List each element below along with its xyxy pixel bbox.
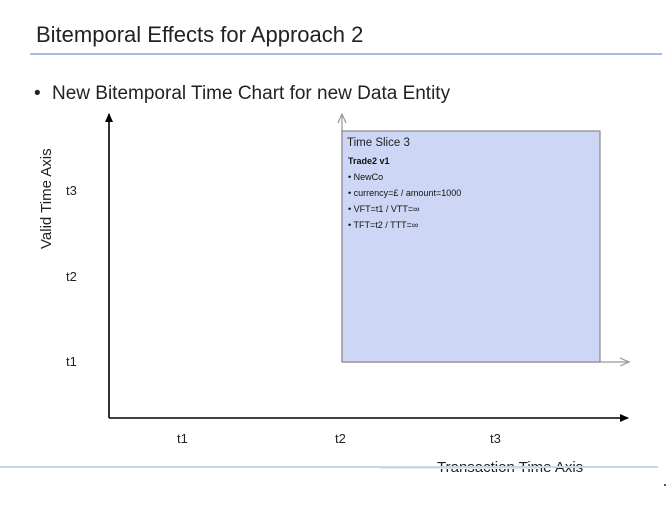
bottom-divider-accent	[380, 468, 540, 469]
time-slice-line: • TFT=t2 / TTT=∞	[348, 220, 418, 230]
x-tick-label: t1	[177, 431, 188, 446]
slide-title: Bitemporal Effects for Approach 2	[36, 22, 364, 47]
time-slice-line: • NewCo	[348, 172, 383, 182]
time-slice-line: • currency=£ / amount=1000	[348, 188, 461, 198]
bullet-marker: •	[34, 83, 41, 104]
time-slice-line: • VFT=t1 / VTT=∞	[348, 204, 420, 214]
y-tick-label: t3	[66, 183, 77, 198]
x-tick-label: t2	[335, 431, 346, 446]
time-slice-title: Time Slice 3	[347, 137, 410, 149]
time-slice-box	[341, 130, 601, 363]
y-tick-label: t2	[66, 269, 77, 284]
bullet-item: • New Bitemporal Time Chart for new Data …	[34, 83, 450, 105]
title-divider	[30, 53, 662, 55]
y-axis-title: Valid Time Axis	[38, 148, 55, 249]
bullet-text: New Bitemporal Time Chart for new Data E…	[52, 83, 451, 104]
time-slice-entity: Trade2 v1	[348, 156, 390, 166]
corner-mark	[664, 484, 666, 486]
y-tick-label: t1	[66, 354, 77, 369]
bottom-divider	[0, 466, 658, 468]
x-tick-label: t3	[490, 431, 501, 446]
